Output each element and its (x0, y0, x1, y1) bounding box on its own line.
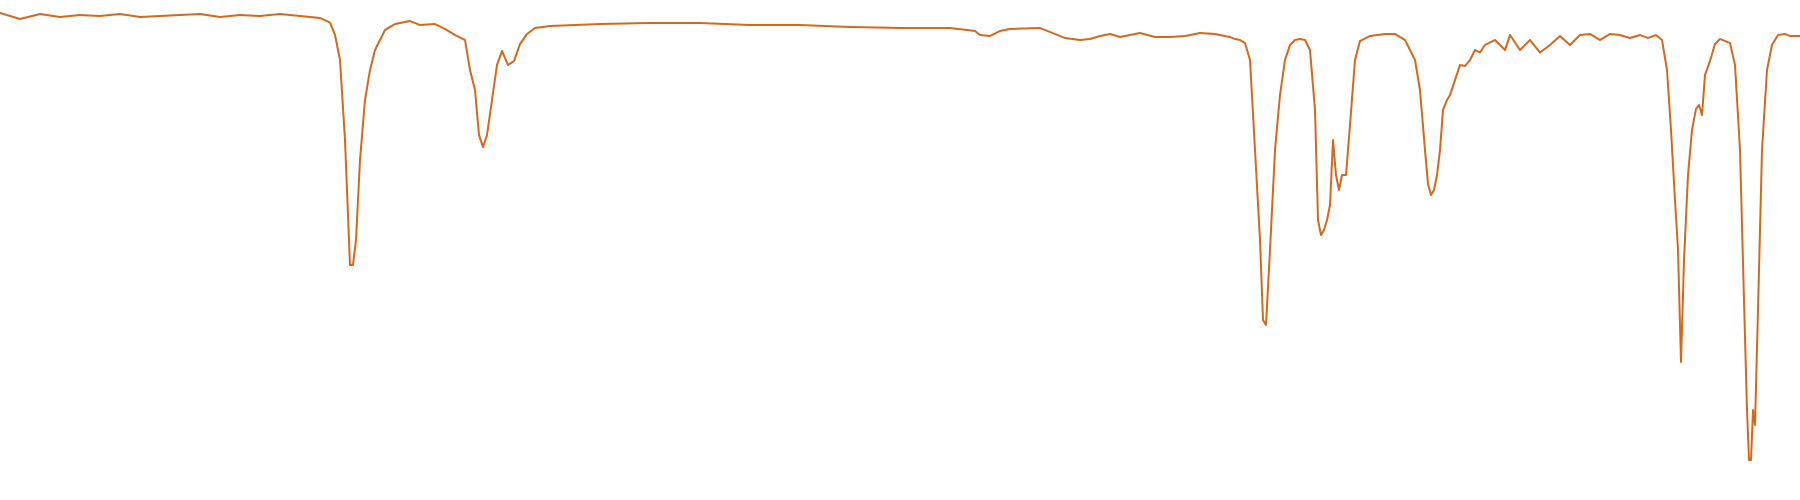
series-group (0, 12, 1800, 461)
series-line-0 (0, 12, 1800, 461)
